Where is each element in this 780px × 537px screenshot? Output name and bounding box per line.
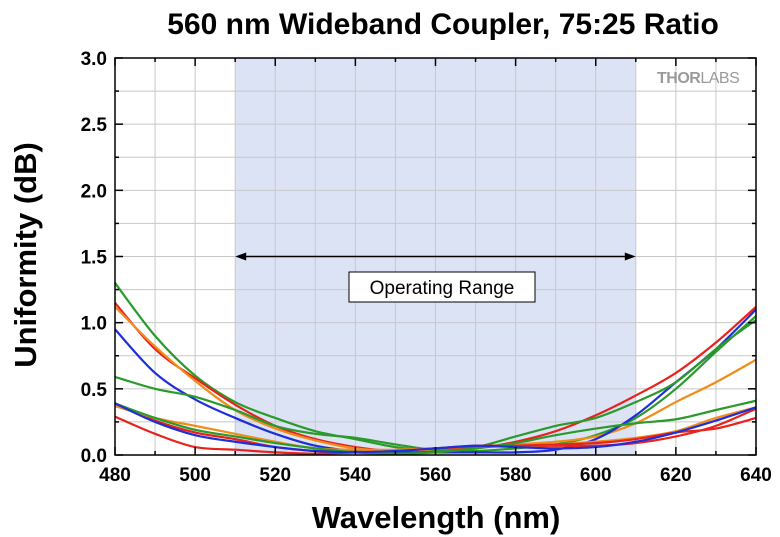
- y-tick-label: 1.5: [81, 248, 108, 269]
- axis-ticks: [114, 57, 757, 456]
- y-tick-label: 2.0: [81, 181, 107, 202]
- thorlabs-logo: THORLABS: [657, 70, 739, 87]
- y-tick-label: 2.5: [81, 115, 108, 136]
- arrowhead-right-icon: [624, 252, 636, 261]
- operating-range-annotation: Operating Range: [235, 252, 636, 303]
- x-tick-label: 640: [740, 465, 772, 486]
- y-axis-title: Uniformity (dB): [8, 142, 43, 368]
- arrowhead-left-icon: [235, 252, 247, 261]
- x-tick-label: 560: [420, 465, 452, 486]
- x-tick-label: 580: [500, 465, 532, 486]
- operating-range-label: Operating Range: [370, 278, 515, 299]
- y-tick-labels: 0.0 0.5 1.0 1.5 2.0 2.5 3.0: [81, 49, 108, 467]
- y-tick-label: 1.0: [81, 314, 107, 335]
- y-tick-label: 0.5: [81, 380, 108, 401]
- x-tick-label: 620: [660, 465, 692, 486]
- x-tick-labels: 480 500 520 540 560 580 600 620 640: [99, 465, 772, 486]
- x-axis-title: Wavelength (nm): [312, 500, 561, 535]
- x-tick-label: 500: [179, 465, 211, 486]
- x-tick-label: 600: [580, 465, 612, 486]
- y-tick-label: 0.0: [81, 446, 107, 467]
- operating-range-label-box: [348, 271, 536, 303]
- x-tick-label: 480: [99, 465, 131, 486]
- chart-title: 560 nm Wideband Coupler, 75:25 Ratio: [167, 8, 719, 41]
- x-tick-label: 520: [259, 465, 291, 486]
- x-tick-label: 540: [340, 465, 372, 486]
- y-tick-label: 3.0: [81, 49, 107, 70]
